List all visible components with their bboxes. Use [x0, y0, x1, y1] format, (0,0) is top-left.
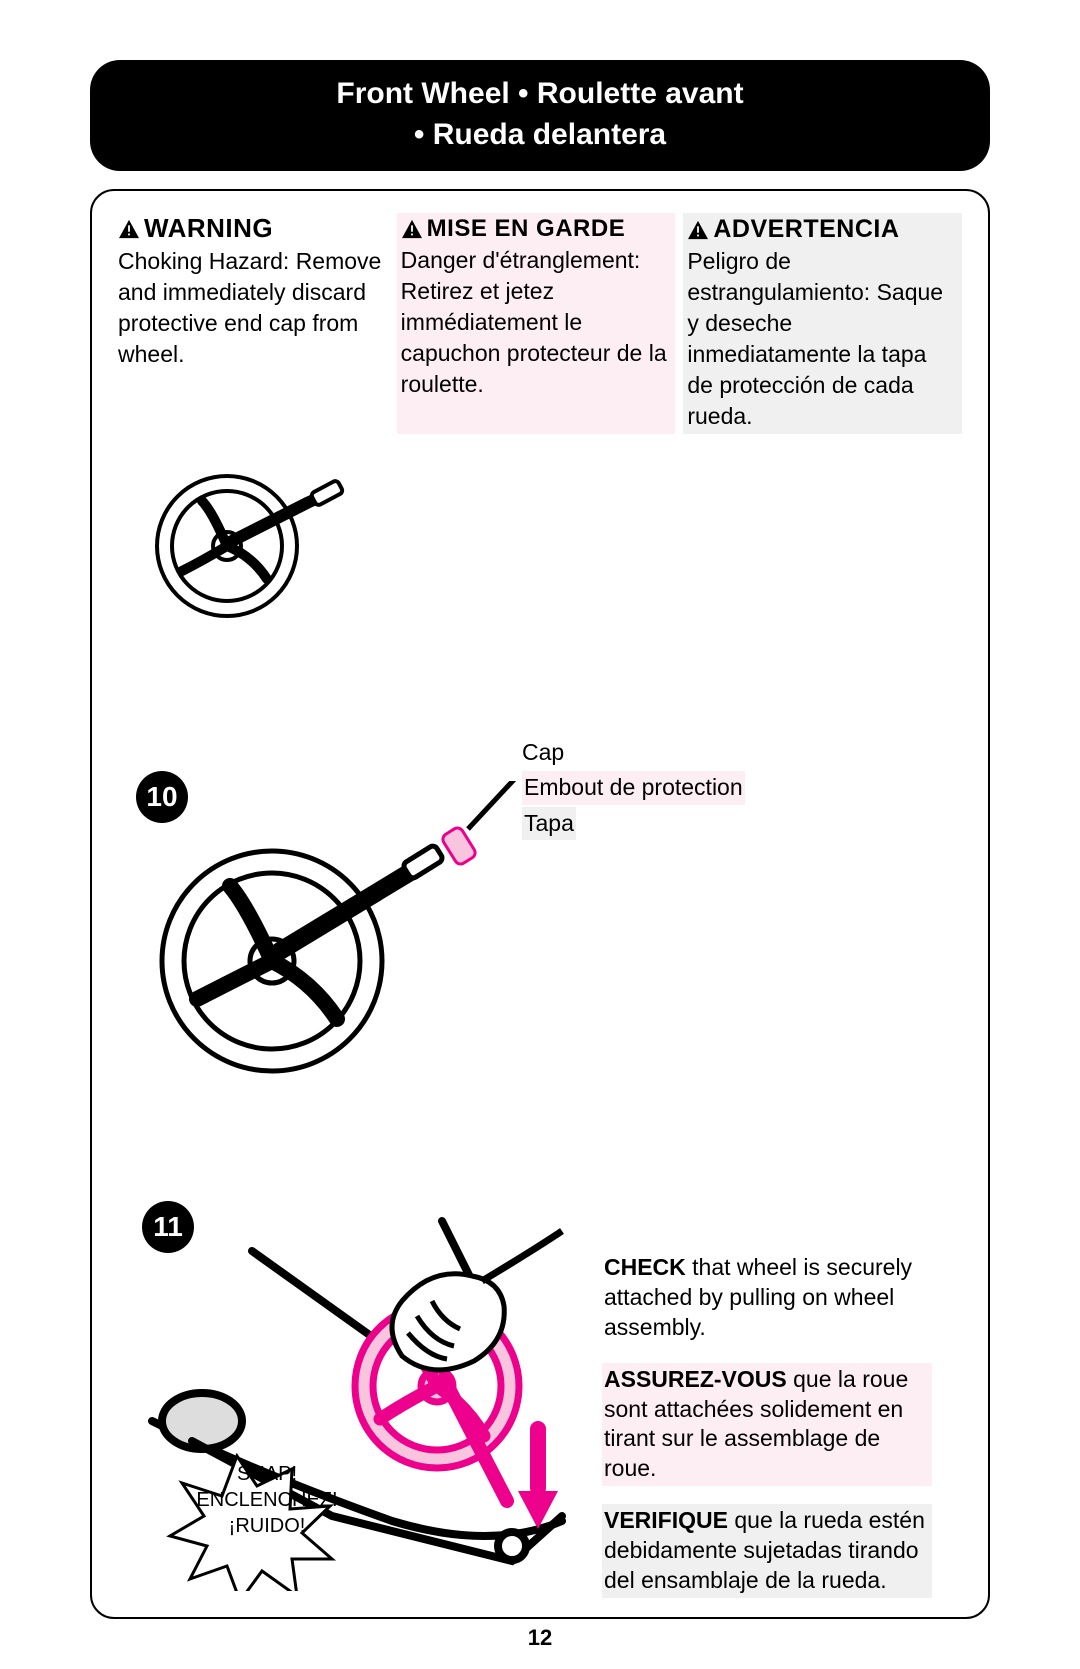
title-line-1: Front Wheel • Roulette avant	[336, 77, 743, 110]
warning-body-fr: Danger d'étranglement: Retirez et jetez …	[401, 245, 672, 400]
warning-en: WARNING Choking Hazard: Remove and immed…	[118, 213, 389, 434]
check-en: CHECK that wheel is securely attached by…	[602, 1251, 932, 1345]
wheel-small-illustration	[152, 451, 352, 641]
warning-triangle-icon	[687, 220, 709, 240]
cap-label-fr: Embout de protection	[522, 771, 745, 804]
warnings-row: WARNING Choking Hazard: Remove and immed…	[118, 213, 962, 434]
warning-heading-en: WARNING	[118, 213, 389, 244]
warning-fr: MISE EN GARDE Danger d'étranglement: Ret…	[397, 213, 676, 434]
check-fr: ASSUREZ-VOUS que la roue sont attachées …	[602, 1363, 932, 1487]
warning-heading-fr: MISE EN GARDE	[401, 215, 672, 243]
warning-body-es: Peligro de estrangulamiento: Saque y des…	[687, 246, 958, 432]
snap-starburst-text: SNAP! ENCLENCHEZ! ¡RUIDO!	[172, 1461, 362, 1539]
warning-heading-text-en: WARNING	[144, 213, 273, 244]
check-en-bold: CHECK	[604, 1254, 686, 1280]
snap-fr: ENCLENCHEZ!	[172, 1487, 362, 1513]
warning-heading-es: ADVERTENCIA	[687, 215, 958, 244]
title-line-2: • Rueda delantera	[414, 118, 666, 151]
check-es: VERIFIQUE que la rueda estén debidamente…	[602, 1504, 932, 1598]
content-frame: WARNING Choking Hazard: Remove and immed…	[90, 189, 990, 1619]
snap-es: ¡RUIDO!	[172, 1513, 362, 1539]
warning-body-en: Choking Hazard: Remove and immediately d…	[118, 246, 389, 370]
wheel-large-illustration	[152, 781, 532, 1101]
check-fr-bold: ASSUREZ-VOUS	[604, 1366, 787, 1392]
cap-label-en: Cap	[522, 736, 745, 769]
page-number: 12	[0, 1625, 1080, 1651]
warning-triangle-icon	[118, 219, 140, 239]
warning-heading-text-fr: MISE EN GARDE	[427, 215, 626, 243]
cap-labels: Cap Embout de protection Tapa	[522, 736, 745, 840]
warning-triangle-icon	[401, 219, 423, 239]
section-title: Front Wheel • Roulette avant • Rueda del…	[90, 60, 990, 171]
check-es-bold: VERIFIQUE	[604, 1507, 728, 1533]
snap-en: SNAP!	[172, 1461, 362, 1487]
warning-es: ADVERTENCIA Peligro de estrangulamiento:…	[683, 213, 962, 434]
warning-heading-text-es: ADVERTENCIA	[713, 215, 899, 244]
check-instructions: CHECK that wheel is securely attached by…	[602, 1251, 932, 1616]
